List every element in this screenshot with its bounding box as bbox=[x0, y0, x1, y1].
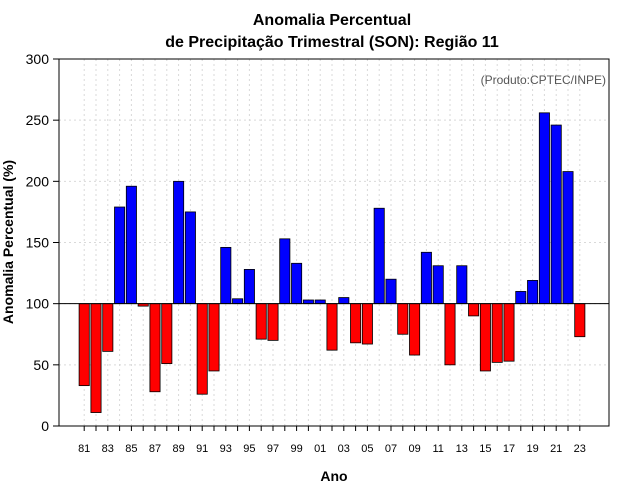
y-tick-label: 250 bbox=[26, 112, 50, 128]
y-tick-label: 0 bbox=[41, 418, 49, 434]
x-tick-label: 11 bbox=[432, 443, 443, 455]
bar-1996 bbox=[255, 303, 267, 340]
bar-1992 bbox=[208, 303, 220, 372]
x-tick-label: 23 bbox=[574, 443, 586, 455]
x-tick-label: 13 bbox=[456, 443, 468, 455]
x-tick-label: 17 bbox=[503, 443, 515, 455]
y-axis: 0 50 100 150 200 250 300 bbox=[26, 51, 59, 434]
bar-2018 bbox=[515, 291, 527, 305]
grid bbox=[59, 59, 609, 426]
y-tick-label: 50 bbox=[33, 357, 49, 373]
bar-2010 bbox=[420, 251, 432, 305]
bar-2003 bbox=[338, 297, 350, 305]
x-tick-label: 19 bbox=[526, 443, 538, 455]
bar-2011 bbox=[432, 265, 444, 305]
y-axis-label: Anomalia Percentual (%) bbox=[0, 160, 16, 324]
bar-1993 bbox=[220, 246, 232, 305]
bar-2023 bbox=[574, 303, 586, 338]
bar-1998 bbox=[279, 238, 291, 305]
x-axis-label: Ano bbox=[320, 468, 347, 484]
bar-2014 bbox=[468, 303, 480, 317]
bar-2007 bbox=[385, 278, 397, 305]
x-tick-label: 97 bbox=[267, 443, 279, 455]
bar-1990 bbox=[184, 211, 196, 305]
bar-1989 bbox=[173, 180, 185, 305]
x-tick-label: 91 bbox=[196, 443, 208, 455]
bar-1985 bbox=[125, 185, 137, 305]
x-tick-label: 15 bbox=[479, 443, 491, 455]
x-tick-label: 93 bbox=[220, 443, 232, 455]
x-tick-label: 81 bbox=[78, 443, 90, 455]
y-tick-label: 100 bbox=[26, 296, 50, 312]
bar-2013 bbox=[456, 265, 468, 305]
bar-1983 bbox=[102, 303, 114, 352]
bars bbox=[78, 112, 586, 413]
x-tick-label: 09 bbox=[408, 443, 420, 455]
x-tick-label: 89 bbox=[172, 443, 184, 455]
y-tick-label: 200 bbox=[26, 173, 50, 189]
bar-2004 bbox=[350, 303, 362, 344]
bar-2021 bbox=[550, 124, 562, 305]
bar-1982 bbox=[90, 303, 102, 413]
x-tick-label: 85 bbox=[125, 443, 137, 455]
bar-1995 bbox=[243, 269, 255, 305]
bar-2020 bbox=[538, 112, 550, 305]
chart-title-line1: Anomalia Percentual bbox=[253, 12, 411, 29]
x-tick-label: 21 bbox=[550, 443, 562, 455]
source-annotation: (Produto:CPTEC/INPE) bbox=[481, 73, 606, 87]
x-tick-label: 01 bbox=[314, 443, 326, 455]
x-tick-label: 05 bbox=[361, 443, 373, 455]
bar-2022 bbox=[562, 171, 574, 305]
chart-title-line2: de Precipitação Trimestral (SON): Região… bbox=[165, 34, 499, 51]
bar-2005 bbox=[361, 303, 373, 345]
bar-2006 bbox=[373, 207, 385, 305]
x-tick-label: 07 bbox=[385, 443, 397, 455]
bar-1991 bbox=[196, 303, 208, 395]
bar-2002 bbox=[326, 303, 338, 351]
bar-2008 bbox=[397, 303, 409, 335]
x-tick-label: 83 bbox=[102, 443, 114, 455]
x-axis: 81 83 85 87 89 91 93 95 97 99 01 03 05 07 09 11 13 15 17 19… bbox=[78, 426, 586, 455]
bar-2009 bbox=[409, 303, 421, 356]
bar-1997 bbox=[267, 303, 279, 341]
x-tick-label: 99 bbox=[290, 443, 302, 455]
bar-1981 bbox=[78, 303, 90, 387]
y-tick-label: 150 bbox=[26, 235, 50, 251]
bar-2015 bbox=[479, 303, 491, 372]
x-tick-label: 03 bbox=[338, 443, 350, 455]
bar-2012 bbox=[444, 303, 456, 366]
bar-1999 bbox=[291, 262, 303, 305]
bar-2019 bbox=[527, 280, 539, 305]
bar-2016 bbox=[491, 303, 503, 363]
y-tick-label: 300 bbox=[26, 51, 50, 67]
x-tick-label: 95 bbox=[243, 443, 255, 455]
bar-2000 bbox=[302, 299, 314, 305]
bar-2017 bbox=[503, 303, 515, 362]
bar-2001 bbox=[314, 299, 326, 305]
bar-1987 bbox=[149, 303, 161, 393]
bar-1984 bbox=[114, 206, 126, 305]
bar-1988 bbox=[161, 303, 173, 365]
bar-1994 bbox=[232, 298, 244, 305]
x-tick-label: 87 bbox=[149, 443, 161, 455]
